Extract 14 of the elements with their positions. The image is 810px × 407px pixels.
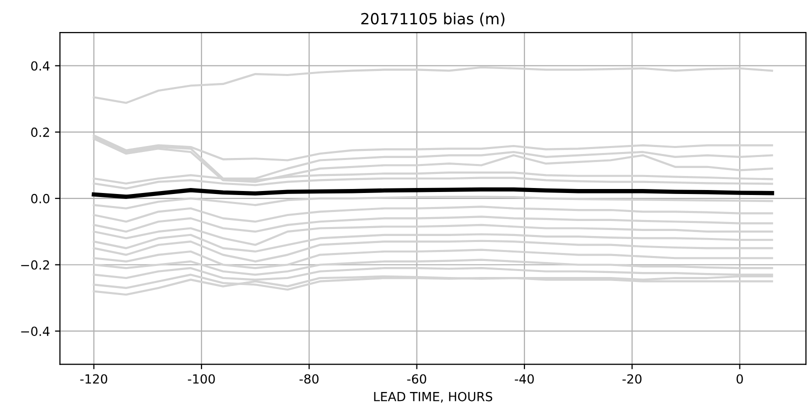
y-tick-label: −0.2 (21, 260, 49, 270)
x-tick-label: -40 (514, 374, 534, 384)
x-tick-label: -20 (622, 374, 642, 384)
y-tick-label: 0.0 (31, 194, 50, 204)
y-tick-label: 0.2 (31, 128, 49, 137)
chart-title: 20171105 bias (m) (361, 12, 504, 26)
y-tick-label: −0.4 (21, 326, 50, 336)
y-tick-label: 0.4 (31, 61, 50, 71)
x-tick-label: -80 (300, 374, 319, 384)
x-tick-label: -100 (188, 374, 215, 384)
x-tick-label: -120 (80, 374, 108, 384)
x-tick-label: -60 (407, 374, 426, 384)
x-axis-title: LEAD TIME, HOURS (374, 392, 492, 403)
x-tick-label: 0 (736, 374, 743, 384)
